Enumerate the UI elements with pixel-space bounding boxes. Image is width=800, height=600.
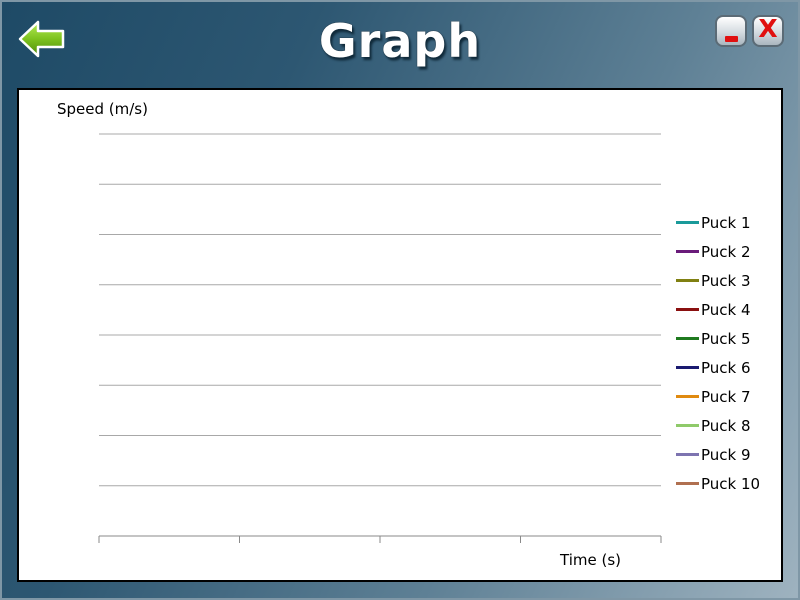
legend-item: Puck 10: [676, 469, 776, 498]
minimize-icon: [725, 36, 738, 42]
legend-item: Puck 8: [676, 411, 776, 440]
back-arrow-icon: [18, 20, 65, 58]
legend-label: Puck 1: [701, 213, 751, 232]
legend-swatch: [676, 221, 699, 224]
legend-label: Puck 5: [701, 329, 751, 348]
legend-item: Puck 6: [676, 353, 776, 382]
plot-area: [98, 133, 662, 543]
legend-label: Puck 3: [701, 271, 751, 290]
x-axis-label: Time (s): [560, 551, 621, 569]
chart-legend: Puck 1 Puck 2 Puck 3 Puck 4 Puck 5 Puck 6 Puck…: [676, 208, 776, 498]
legend-item: Puck 5: [676, 324, 776, 353]
legend-swatch: [676, 453, 699, 456]
close-icon: X: [758, 14, 778, 43]
legend-swatch: [676, 424, 699, 427]
legend-swatch: [676, 395, 699, 398]
legend-swatch: [676, 279, 699, 282]
legend-item: Puck 4: [676, 295, 776, 324]
legend-swatch: [676, 250, 699, 253]
y-axis-label: Speed (m/s): [57, 100, 148, 118]
close-button[interactable]: X: [752, 14, 784, 47]
legend-label: Puck 4: [701, 300, 751, 319]
legend-item: Puck 9: [676, 440, 776, 469]
minimize-button[interactable]: [715, 15, 747, 47]
legend-label: Puck 9: [701, 445, 751, 464]
legend-label: Puck 7: [701, 387, 751, 406]
legend-label: Puck 8: [701, 416, 751, 435]
legend-label: Puck 6: [701, 358, 751, 377]
legend-item: Puck 3: [676, 266, 776, 295]
legend-item: Puck 1: [676, 208, 776, 237]
legend-swatch: [676, 337, 699, 340]
legend-item: Puck 2: [676, 237, 776, 266]
back-button[interactable]: [18, 20, 66, 58]
window-title: Graph: [318, 14, 482, 68]
legend-swatch: [676, 366, 699, 369]
legend-label: Puck 2: [701, 242, 751, 261]
legend-swatch: [676, 482, 699, 485]
legend-label: Puck 10: [701, 474, 761, 493]
legend-item: Puck 7: [676, 382, 776, 411]
legend-swatch: [676, 308, 699, 311]
